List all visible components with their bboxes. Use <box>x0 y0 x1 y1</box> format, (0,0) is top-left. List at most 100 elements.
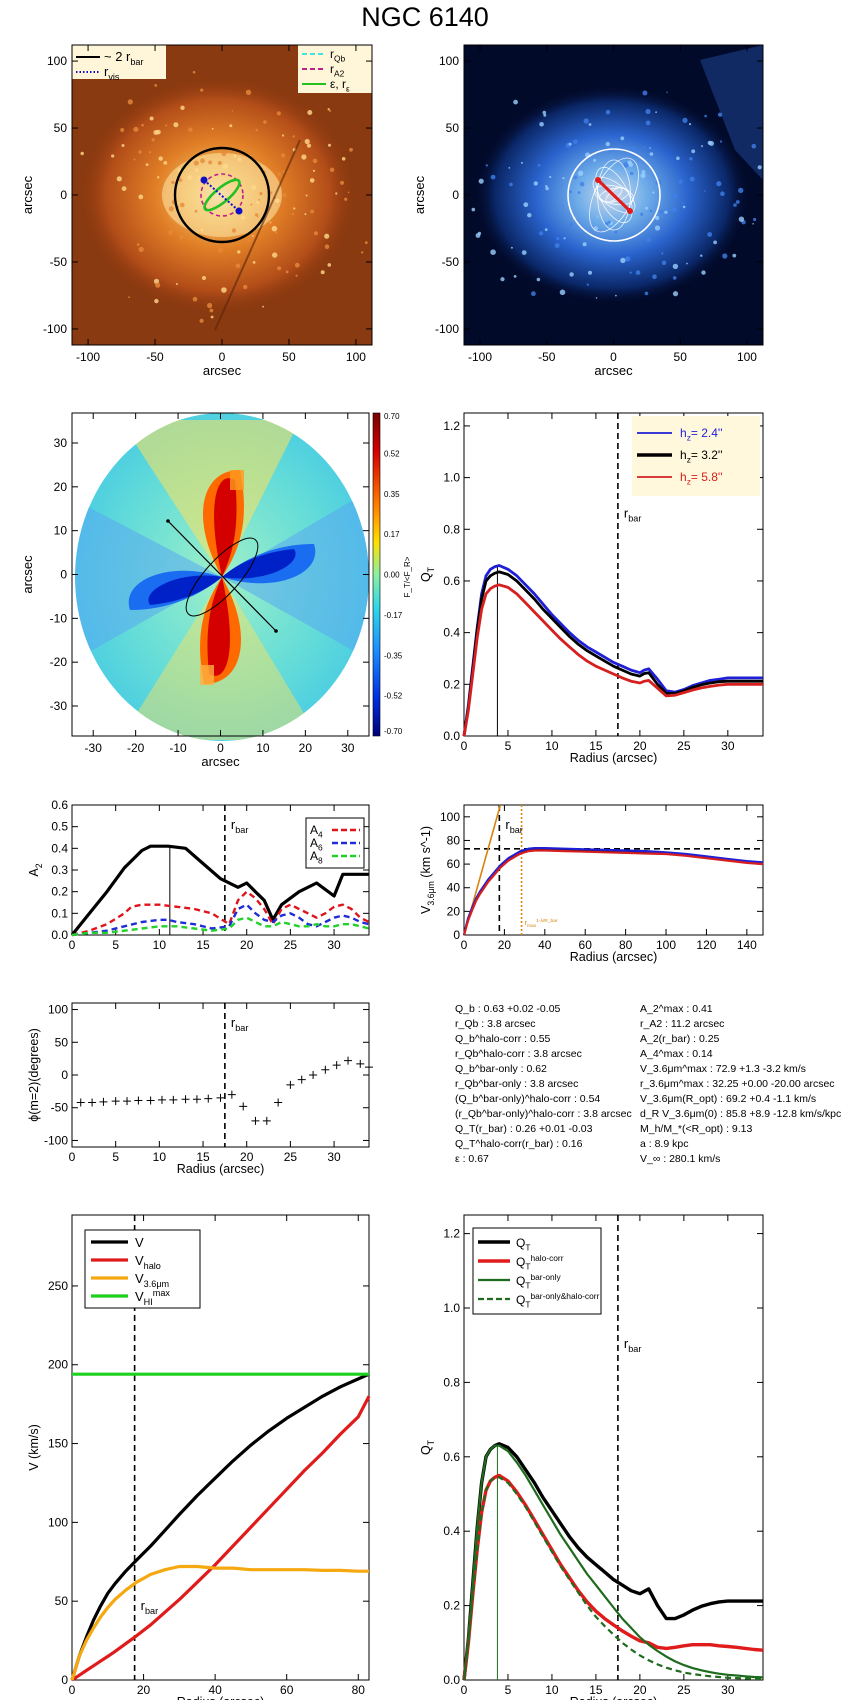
parameter-line: d_R V_3.6μm(0) : 85.8 +8.9 -12.8 km/s/kp… <box>640 1108 842 1120</box>
y-tick-label: 0 <box>60 188 67 202</box>
y-tick-label: 0.6 <box>443 1450 460 1464</box>
star-speckle-dot <box>200 228 204 232</box>
rbar-label: rbar​ <box>231 817 249 835</box>
star-speckle-dot <box>701 270 706 275</box>
contour-line <box>592 176 636 214</box>
star-speckle-dot <box>626 257 629 259</box>
y-tick-label: 150 <box>48 1437 68 1451</box>
star-speckle-dot <box>513 275 517 278</box>
star-speckle-dot <box>614 230 618 234</box>
star-speckle-dot <box>682 205 686 209</box>
star-speckle-dot <box>168 230 174 236</box>
parameter-line: Q_T(r_bar) : 0.26 +0.01 -0.03 <box>455 1123 593 1135</box>
chart-phase_m2 <box>76 1003 373 1147</box>
star-speckle-dot <box>645 154 648 157</box>
star-speckle-dot <box>148 151 152 154</box>
star-speckle-dot <box>277 266 282 271</box>
y-tick-label: 50 <box>55 1594 69 1608</box>
data-point <box>204 1094 213 1103</box>
star-speckle-dot <box>349 147 353 152</box>
two-rbar-circle <box>173 146 271 244</box>
rbar-label: rbar​ <box>624 506 642 524</box>
star-speckle-dot <box>738 187 744 194</box>
star-speckle-dot <box>199 318 204 323</box>
star-speckle-dot <box>275 231 278 234</box>
star-speckle-dot <box>664 210 668 214</box>
star-speckle-dot <box>111 154 115 158</box>
legend-label: ~ 2 rbar​ <box>104 49 144 67</box>
x-tick-label: 10 <box>545 739 559 753</box>
x-tick-label: 5 <box>505 1683 512 1697</box>
y-tick-label: 1.2 <box>443 1227 460 1241</box>
legend-label: rA2​ <box>330 62 345 79</box>
x-tick-label: 0 <box>461 1683 468 1697</box>
legend-label: hz​= 3.2'' <box>680 448 722 465</box>
star-speckle-dot <box>301 154 307 160</box>
data-point <box>88 1098 97 1107</box>
legend-label: QT​ <box>516 1236 530 1253</box>
x-tick-label: 0 <box>610 350 617 364</box>
star-speckle-dot <box>271 225 278 232</box>
star-speckle-dot <box>292 135 295 138</box>
star-speckle-dot <box>640 212 644 216</box>
y-axis-label: A2​ <box>27 863 44 876</box>
x-tick-label: 0 <box>69 938 76 952</box>
star-speckle-dot <box>583 118 589 124</box>
contour-line <box>595 166 633 224</box>
y-axis-label: QT​ <box>419 566 436 582</box>
page-title: NGC 6140 <box>361 2 489 32</box>
x-tick-label: 60 <box>579 938 593 952</box>
x-tick-label: 140 <box>737 938 757 952</box>
star-speckle-dot <box>208 160 213 165</box>
x-tick-label: 50 <box>282 350 296 364</box>
y-tick-label: 0.0 <box>51 928 68 942</box>
star-speckle-dot <box>263 120 267 124</box>
star-speckle-dot <box>513 99 518 105</box>
parameter-line: Q_b^halo-corr : 0.55 <box>455 1033 551 1045</box>
star-speckle-dot <box>655 215 660 221</box>
star-speckle-dot <box>251 185 257 190</box>
star-speckle-dot <box>291 212 294 216</box>
parameter-line: Q_b : 0.63 +0.02 -0.05 <box>455 1003 561 1015</box>
y-tick-label: 0.2 <box>443 677 460 691</box>
image-artifact <box>700 45 763 180</box>
star-speckle-dot <box>688 123 692 126</box>
star-speckle-dot <box>282 170 285 173</box>
data-point <box>344 1056 353 1065</box>
star-speckle-dot <box>735 200 740 204</box>
star-speckle-dot <box>605 141 610 147</box>
torque-map-panel <box>71 412 381 741</box>
y-tick-label: 0.0 <box>443 729 460 743</box>
y-tick-label: 0.2 <box>443 1599 460 1613</box>
star-speckle-dot <box>661 260 667 265</box>
star-speckle-dot <box>716 181 722 187</box>
star-speckle-dot <box>335 192 338 195</box>
chart-fourier_amplitudes <box>70 805 370 937</box>
star-speckle-dot <box>155 282 161 288</box>
y-tick-label: 1.0 <box>443 1301 460 1315</box>
x-tick-label: 0 <box>461 938 468 952</box>
star-speckle-dot <box>347 191 350 194</box>
x-tick-label: 5 <box>112 938 119 952</box>
star-speckle-dot <box>556 237 560 241</box>
star-speckle-dot <box>341 157 346 161</box>
star-speckle-dot <box>163 161 168 165</box>
colorbar-tick-label: 0.52 <box>384 449 400 458</box>
star-speckle-dot <box>200 158 205 164</box>
star-speckle-dot <box>188 127 193 132</box>
star-speckle-dot <box>686 262 688 265</box>
data-point <box>157 1095 166 1104</box>
ra2-circle <box>200 173 244 217</box>
rbar-label: rbar​ <box>141 1598 159 1616</box>
star-speckle-dot <box>652 274 657 280</box>
x-tick-label: 20 <box>633 739 647 753</box>
chart-qt_vs_radius <box>462 413 763 737</box>
parameter-line: V_∞ : 280.1 km/s <box>640 1153 721 1165</box>
x-tick-label: -100 <box>468 350 492 364</box>
star-speckle-dot <box>620 136 625 141</box>
star-speckle-dot <box>187 174 193 180</box>
y-tick-label: 100 <box>439 54 459 68</box>
y-axis-label: V (km/s) <box>27 1424 41 1471</box>
star-speckle-dot <box>207 302 213 309</box>
